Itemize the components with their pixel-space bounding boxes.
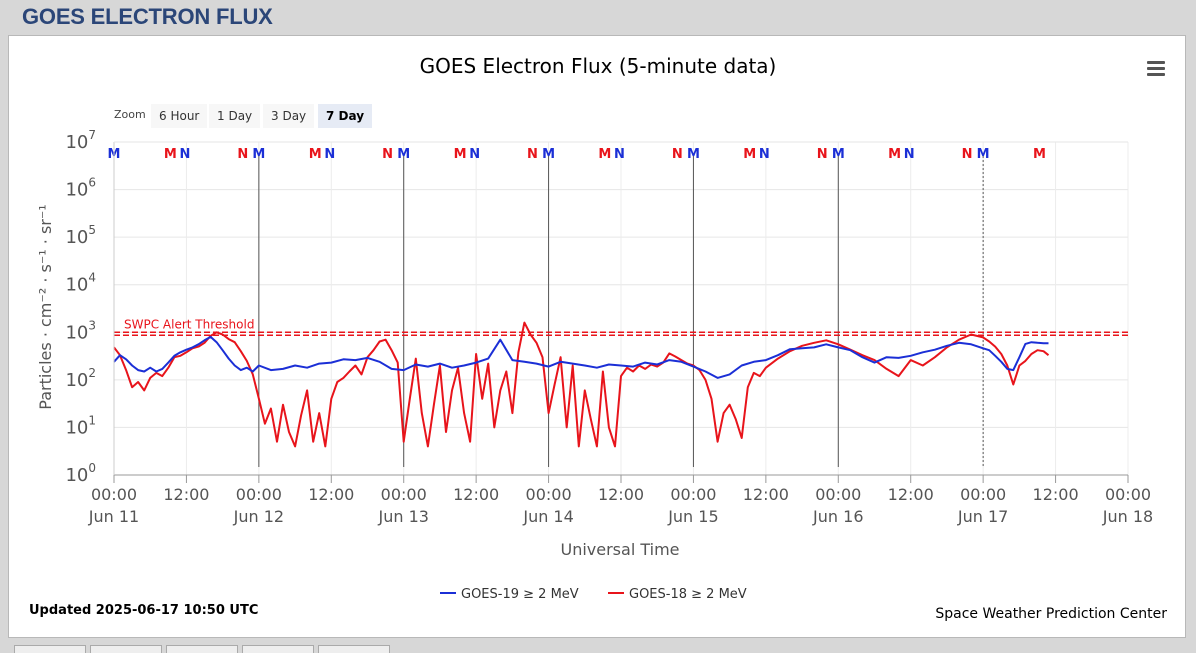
y-tick-label: 107	[65, 128, 96, 153]
mn-marker-label: N	[962, 147, 973, 162]
x-tick-label: 00:00	[815, 485, 861, 504]
page-title: GOES ELECTRON FLUX	[22, 4, 273, 29]
y-tick-label: 105	[65, 223, 96, 248]
series-line-goes-18	[113, 321, 1050, 448]
x-tick-date-label: Jun 15	[667, 507, 718, 526]
y-axis-label: Particles · cm⁻² · s⁻¹ · sr⁻¹	[36, 204, 55, 409]
mn-marker-label: M	[1033, 147, 1046, 162]
mn-marker-label: M	[542, 147, 555, 162]
y-tick-label: 102	[65, 366, 96, 391]
mn-marker-label: M	[454, 147, 467, 162]
x-tick-label: 00:00	[91, 485, 137, 504]
bottom-tab[interactable]	[242, 645, 314, 653]
zoom-7-day-button[interactable]: 7 Day	[318, 104, 373, 128]
bottom-tab-strip	[14, 645, 394, 653]
y-tick-label: 106	[65, 176, 96, 201]
y-tick-label: 104	[65, 271, 96, 296]
mn-marker-label: M	[598, 147, 611, 162]
credit-text: Space Weather Prediction Center	[935, 606, 1167, 622]
mn-marker-label: M	[743, 147, 756, 162]
mn-marker-label: N	[759, 147, 770, 162]
mn-marker-label: M	[977, 147, 990, 162]
legend-item-label[interactable]: GOES-19 ≥ 2 MeV	[461, 587, 579, 602]
x-tick-label: 12:00	[743, 485, 789, 504]
y-tick-label: 100	[65, 461, 96, 486]
mn-marker-label: M	[832, 147, 845, 162]
x-tick-label: 12:00	[1033, 485, 1079, 504]
alert-threshold-label: SWPC Alert Threshold	[124, 317, 254, 331]
mn-marker-label: N	[237, 147, 248, 162]
mn-marker-label: N	[324, 147, 335, 162]
mn-marker-label: N	[904, 147, 915, 162]
x-tick-label: 12:00	[453, 485, 499, 504]
bottom-tab[interactable]	[90, 645, 162, 653]
y-tick-label: 101	[65, 413, 96, 438]
hamburger-menu-icon[interactable]	[1146, 58, 1166, 78]
x-tick-date-label: Jun 14	[522, 507, 573, 526]
x-tick-label: 00:00	[670, 485, 716, 504]
x-axis-label: Universal Time	[560, 540, 679, 559]
x-tick-label: 12:00	[598, 485, 644, 504]
x-tick-label: 00:00	[381, 485, 427, 504]
bottom-tab[interactable]	[14, 645, 86, 653]
series-line-goes-19	[113, 335, 1049, 379]
x-tick-date-label: Jun 13	[377, 507, 428, 526]
legend-item-label[interactable]: GOES-18 ≥ 2 MeV	[629, 587, 747, 602]
x-tick-date-label: Jun 11	[88, 507, 139, 526]
chart-panel	[8, 35, 1186, 638]
mn-marker-label: N	[614, 147, 625, 162]
mn-marker-label: M	[252, 147, 265, 162]
x-tick-label: 12:00	[163, 485, 209, 504]
x-tick-date-label: Jun 17	[957, 507, 1008, 526]
bottom-tab[interactable]	[318, 645, 390, 653]
mn-marker-label: N	[382, 147, 393, 162]
x-tick-label: 00:00	[1105, 485, 1151, 504]
mn-marker-label: M	[687, 147, 700, 162]
updated-timestamp: Updated 2025-06-17 10:50 UTC	[29, 603, 259, 618]
mn-marker-label: N	[469, 147, 480, 162]
x-tick-label: 12:00	[888, 485, 934, 504]
x-tick-label: 00:00	[236, 485, 282, 504]
zoom-label: Zoom	[114, 108, 146, 121]
y-tick-label: 103	[65, 318, 96, 343]
zoom-3-day-button[interactable]: 3 Day	[263, 104, 315, 128]
mn-marker-label: M	[397, 147, 410, 162]
mn-marker-label: M	[888, 147, 901, 162]
x-tick-label: 00:00	[526, 485, 572, 504]
mn-marker-label: N	[672, 147, 683, 162]
zoom-1-day-button[interactable]: 1 Day	[209, 104, 261, 128]
mn-marker-label: M	[164, 147, 177, 162]
mn-marker-label: M	[309, 147, 322, 162]
bottom-tab[interactable]	[166, 645, 238, 653]
x-tick-label: 00:00	[960, 485, 1006, 504]
mn-marker-label: N	[817, 147, 828, 162]
mn-marker-label: N	[179, 147, 190, 162]
x-tick-date-label: Jun 12	[233, 507, 284, 526]
zoom-6-hour-button[interactable]: 6 Hour	[151, 104, 208, 128]
mn-marker-label: N	[527, 147, 538, 162]
chart-title: GOES Electron Flux (5-minute data)	[420, 54, 777, 78]
x-tick-date-label: Jun 16	[812, 507, 863, 526]
x-tick-date-label: Jun 18	[1102, 507, 1153, 526]
x-tick-label: 12:00	[308, 485, 354, 504]
